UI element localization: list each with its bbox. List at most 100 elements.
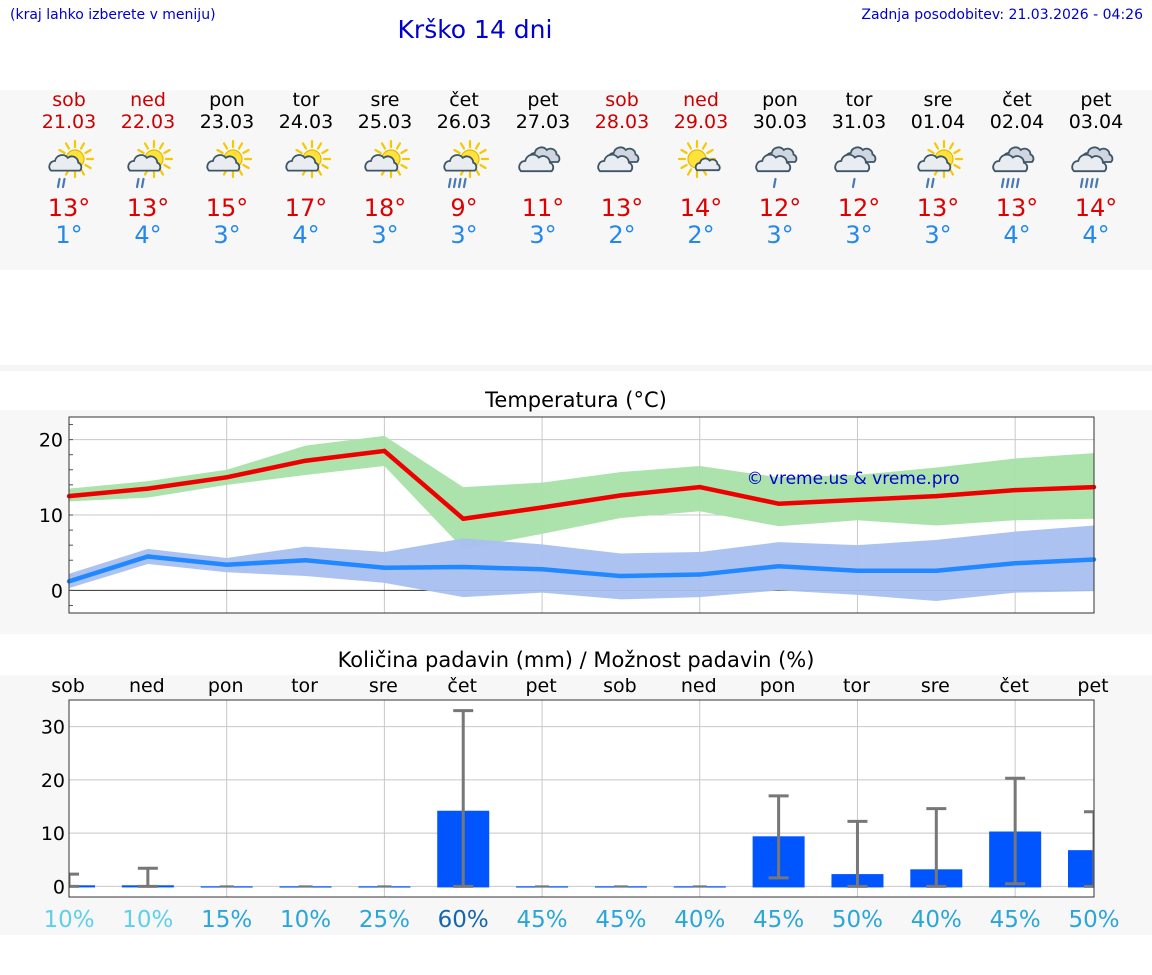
min-temp-point (697, 572, 702, 577)
day-date: 28.03 (594, 111, 650, 133)
max-temp-point (145, 486, 151, 491)
max-temp-point (776, 501, 781, 506)
min-temp-point (1012, 561, 1018, 566)
forecast-day: pet 03.04 14° 4° (1057, 89, 1136, 250)
max-temp: 13° (126, 194, 170, 222)
plot-frame (68, 699, 1095, 898)
max-temp-point (303, 458, 308, 463)
min-temp-point (855, 568, 860, 573)
temperature-chart-title: Temperatura (°C) (485, 388, 667, 412)
day-name: sre (370, 89, 400, 111)
cloud-rain-icon (1071, 146, 1114, 189)
plot-area (69, 700, 1094, 897)
day-name: ned (130, 89, 166, 111)
x-category-label: tor (291, 675, 318, 697)
x-category-label: čet (999, 675, 1029, 697)
precip-probability: 40% (911, 907, 962, 933)
day-name: pet (1080, 89, 1112, 111)
min-temp: 3° (766, 221, 794, 249)
x-category-label: sre (369, 675, 398, 697)
x-category-label: sob (603, 675, 637, 697)
min-temp-point (539, 567, 545, 572)
y-tick-label: 10 (39, 505, 63, 527)
day-name: čet (449, 89, 479, 111)
x-category-label: ned (129, 675, 165, 697)
precip-probability: 10% (122, 907, 173, 933)
x-category-label: pon (760, 675, 796, 697)
sun-cloud-icon (285, 139, 332, 179)
min-temp-point (303, 558, 308, 563)
temperature-chart: 0 10 20 © vreme.us & vreme.pro (39, 416, 1097, 614)
forecast-day: pet 27.03 11° 3° (504, 90, 583, 250)
precip-probability: 15% (201, 907, 252, 933)
precip-probability: 50% (832, 907, 883, 933)
x-category-label: sre (921, 675, 950, 697)
min-temp-point (382, 565, 387, 570)
max-temp: 17° (284, 194, 328, 222)
max-temp: 12° (837, 194, 881, 222)
max-temp: 9° (450, 194, 478, 222)
max-temp: 12° (758, 194, 802, 222)
day-name: sre (923, 89, 953, 111)
day-name: pon (209, 89, 245, 111)
precip-probability: 45% (990, 907, 1041, 933)
precip-probability: 40% (674, 907, 725, 933)
forecast-day: tor 31.03 12° 3° (820, 90, 899, 250)
forecast-day: ned 29.03 14° 2° (662, 89, 741, 250)
max-temp-point (224, 475, 229, 480)
day-name: ned (683, 89, 719, 111)
precip-probability: 45% (517, 907, 568, 933)
precip-probability: 45% (753, 907, 804, 933)
max-temp: 14° (679, 194, 723, 222)
min-temp-point (618, 573, 624, 579)
day-date: 22.03 (120, 111, 176, 133)
max-temp-line (68, 448, 1095, 522)
min-temp: 3° (845, 221, 873, 249)
y-tick-label: 20 (41, 770, 65, 792)
forecast-day: ned 22.03 13° 4° (109, 89, 188, 250)
precip-bar (1068, 850, 1094, 888)
min-temp: 4° (1082, 221, 1110, 249)
precip-probability: 10% (280, 907, 331, 933)
page-title: Krško 14 dni (397, 15, 553, 44)
cloud-icon (518, 146, 561, 173)
min-temp: 2° (608, 221, 636, 249)
min-temp: 3° (924, 221, 952, 249)
forecast-day: pon 23.03 15° 3° (188, 89, 267, 250)
y-tick-label: 0 (53, 876, 65, 898)
x-category-label: čet (447, 675, 477, 697)
watermark: © vreme.us & vreme.pro (746, 469, 959, 489)
day-name: tor (292, 89, 320, 111)
min-temp: 3° (213, 221, 241, 249)
precip-probability: 60% (438, 907, 489, 933)
max-range-band (69, 435, 1094, 549)
precip-bar (69, 885, 95, 888)
cloud-rain-icon (992, 146, 1035, 189)
day-date: 21.03 (41, 111, 97, 133)
forecast-day: sre 01.04 13° 3° (899, 89, 978, 250)
day-date: 31.03 (831, 111, 887, 133)
max-temp: 18° (363, 194, 407, 222)
day-name: pon (762, 89, 798, 111)
x-category-label: pet (1077, 675, 1108, 697)
min-temp-point (224, 562, 229, 567)
sun-cloud-icon (364, 139, 411, 179)
max-temp: 14° (1074, 194, 1118, 222)
x-category-label: ned (681, 675, 717, 697)
min-temp: 4° (292, 221, 320, 249)
day-date: 23.03 (199, 111, 255, 133)
last-updated: Zadnja posodobitev: 21.03.2026 - 04:26 (861, 7, 1143, 23)
min-temp: 2° (687, 221, 715, 249)
divider (0, 365, 1152, 371)
forecast-day: sre 25.03 18° 3° (346, 89, 425, 250)
forecast-day: tor 24.03 17° 4° (267, 89, 346, 250)
min-temp-line (68, 554, 1095, 584)
max-temp-point (855, 497, 860, 503)
day-date: 29.03 (673, 111, 729, 133)
x-category-label: pon (208, 675, 244, 697)
forecast-day: pon 30.03 12° 3° (741, 89, 820, 250)
max-temp: 15° (205, 194, 249, 222)
precip-probability: 25% (359, 907, 410, 933)
bars (69, 709, 1094, 888)
sun-cloud-rain-icon (443, 139, 490, 189)
